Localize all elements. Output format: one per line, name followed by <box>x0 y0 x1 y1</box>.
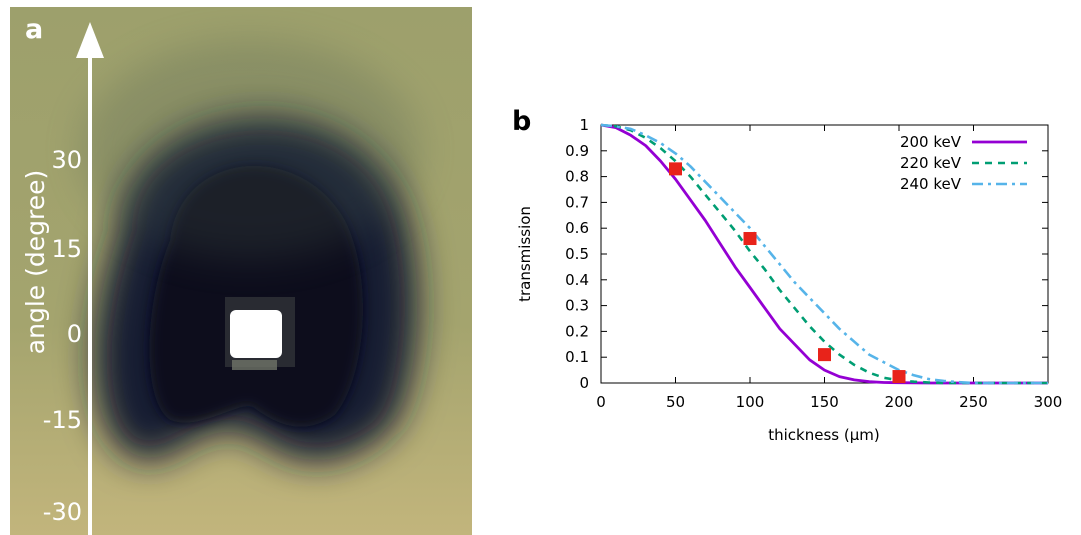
y-tick-label: 0.9 <box>565 142 589 160</box>
bright-spot <box>230 310 282 358</box>
series-line-1 <box>600 123 1048 385</box>
crystal-edge <box>232 360 277 370</box>
panel-b-chart: b 0 50 100 150 200 250 300 0 0.1 0.2 0.3 0.4 0.5 0.6… <box>512 106 1062 444</box>
data-point <box>892 370 906 384</box>
panel-a-letter: a <box>25 14 43 45</box>
angle-tick-label: -15 <box>43 406 82 434</box>
angle-axis-label: angle (degree) <box>21 170 50 354</box>
y-tick-label: 0.7 <box>565 193 589 211</box>
angle-tick-label: -30 <box>43 498 82 526</box>
y-tick-label: 0.1 <box>565 348 589 366</box>
legend: 200 keV 220 keV 240 keV <box>900 133 1027 193</box>
x-tick-label: 0 <box>596 393 606 411</box>
plot-frame <box>600 124 1049 384</box>
y-tick-label: 0.8 <box>565 168 589 186</box>
outer-glow <box>80 40 420 260</box>
legend-label: 240 keV <box>900 175 962 193</box>
x-tick-label: 50 <box>666 393 685 411</box>
x-tick-label: 200 <box>885 393 914 411</box>
data-point <box>743 232 757 246</box>
angle-tick-label: 0 <box>67 320 82 348</box>
y-tick-label: 0 <box>579 374 589 392</box>
x-tick-label: 150 <box>810 393 839 411</box>
series-lines <box>600 123 1048 385</box>
x-axis-ticks: 0 50 100 150 200 250 300 <box>596 125 1062 411</box>
legend-label: 220 keV <box>900 154 962 172</box>
x-tick-label: 300 <box>1034 393 1063 411</box>
x-axis-title: thickness (µm) <box>768 426 879 444</box>
series-line-2 <box>600 123 1048 385</box>
y-tick-label: 0.4 <box>565 271 589 289</box>
x-tick-label: 100 <box>736 393 765 411</box>
angle-tick-labels: 30 15 0 -15 -30 <box>43 146 82 526</box>
data-point <box>669 162 682 176</box>
y-axis-title: transmission <box>516 206 534 302</box>
angle-tick-label: 15 <box>51 235 82 263</box>
data-point <box>818 348 831 362</box>
x-tick-label: 250 <box>959 393 988 411</box>
y-tick-label: 0.2 <box>565 322 589 340</box>
angle-axis-arrowhead <box>76 22 104 58</box>
y-tick-label: 1 <box>579 116 589 134</box>
y-tick-label: 0.6 <box>565 219 589 237</box>
panel-a-photo: a angle (degree) 30 15 0 -15 -30 <box>10 7 472 535</box>
panel-b-letter: b <box>512 106 531 137</box>
legend-label: 200 keV <box>900 133 962 151</box>
y-tick-label: 0.5 <box>565 245 589 263</box>
angle-tick-label: 30 <box>51 146 82 174</box>
y-axis-ticks: 0 0.1 0.2 0.3 0.4 0.5 0.6 0.7 0.8 0.9 1 <box>565 116 1048 392</box>
data-points <box>669 162 906 384</box>
y-tick-label: 0.3 <box>565 297 589 315</box>
series-line-3 <box>600 123 1048 385</box>
